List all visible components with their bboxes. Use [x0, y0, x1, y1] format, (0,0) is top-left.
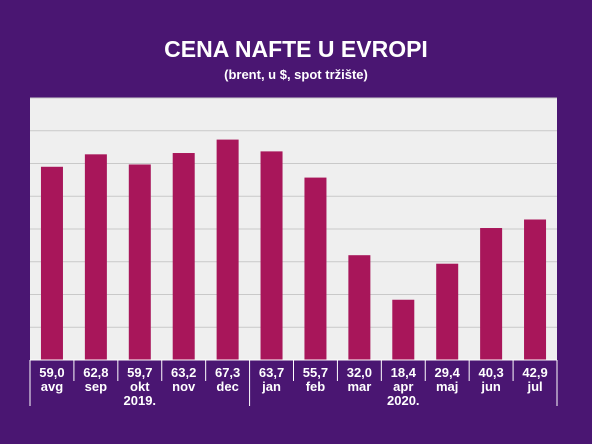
- bar-dec: [216, 139, 239, 360]
- bar-apr: [392, 299, 415, 360]
- bar-jul: [524, 219, 547, 360]
- category-label: dec: [216, 379, 238, 394]
- value-label: 59,7: [127, 365, 152, 380]
- category-label: jul: [526, 379, 542, 394]
- value-label: 59,0: [39, 365, 64, 380]
- bar-maj: [436, 263, 459, 360]
- value-label: 29,4: [435, 365, 461, 380]
- chart-title: CENA NAFTE U EVROPI: [164, 36, 428, 62]
- value-label: 32,0: [347, 365, 372, 380]
- value-label: 67,3: [215, 365, 240, 380]
- category-label: jun: [480, 379, 501, 394]
- chart-subtitle: (brent, u $, spot tržište): [224, 67, 368, 82]
- bar-mar: [348, 255, 371, 360]
- category-label: mar: [347, 379, 371, 394]
- value-label: 62,8: [83, 365, 108, 380]
- bar-nov: [172, 153, 195, 360]
- category-label: maj: [436, 379, 458, 394]
- category-label: avg: [41, 379, 63, 394]
- category-label: apr: [393, 379, 413, 394]
- year-label: 2019.: [124, 393, 157, 408]
- value-label: 18,4: [391, 365, 417, 380]
- bar-jan: [260, 151, 283, 360]
- bar-feb: [304, 177, 327, 360]
- category-label: feb: [306, 379, 326, 394]
- value-label: 63,2: [171, 365, 196, 380]
- bar-jun: [480, 228, 503, 360]
- bar-sep: [84, 154, 107, 360]
- year-label: 2020.: [387, 393, 420, 408]
- category-label: okt: [130, 379, 150, 394]
- bar-okt: [128, 164, 151, 360]
- value-label: 63,7: [259, 365, 284, 380]
- category-label: sep: [85, 379, 107, 394]
- category-label: jan: [261, 379, 281, 394]
- bar-avg: [40, 166, 63, 360]
- value-label: 40,3: [478, 365, 503, 380]
- value-label: 42,9: [522, 365, 547, 380]
- value-label: 55,7: [303, 365, 328, 380]
- category-label: nov: [172, 379, 196, 394]
